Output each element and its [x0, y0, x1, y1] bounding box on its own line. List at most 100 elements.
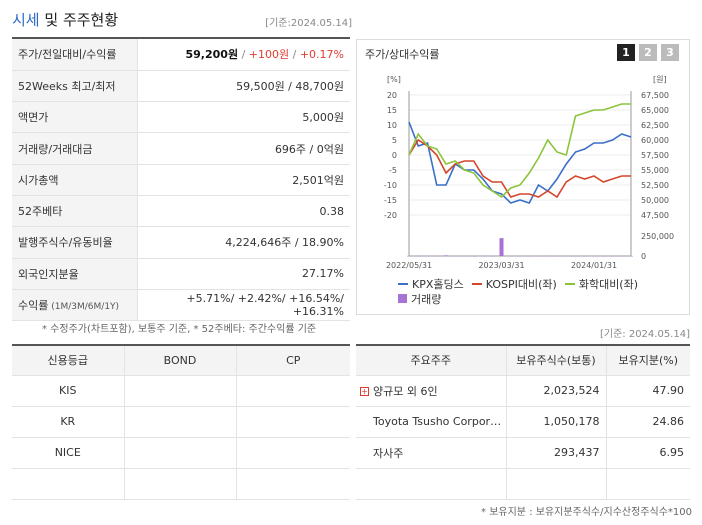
bond-cell	[124, 406, 237, 438]
right-tick-label: 60,000	[641, 136, 669, 145]
series-line	[408, 121, 632, 204]
holder-pct: 24.86	[606, 406, 690, 438]
empty-cell	[506, 468, 607, 500]
section-header: 시세 및 주주현황 [기준:2024.05.14]	[12, 8, 352, 32]
volume-bar	[416, 255, 421, 257]
stats-label: 주가/전일대비/수익률	[12, 39, 138, 71]
left-tick-label: -15	[384, 196, 397, 205]
column-header: BOND	[124, 345, 237, 376]
volume-bar	[536, 255, 541, 257]
volume-bar	[573, 255, 578, 257]
header-divider	[12, 37, 350, 39]
legend-label: KOSPI대비(좌)	[485, 277, 557, 291]
column-header: 보유지분(%)	[606, 345, 690, 376]
agency-cell	[12, 468, 125, 500]
chart-page-2-button[interactable]: 2	[639, 44, 657, 61]
legend-label: 화학대비(좌)	[578, 277, 639, 291]
holder-name-cell: + 양규모 외 6인	[356, 375, 507, 407]
right-axis-unit: [원]	[653, 75, 667, 84]
volume-bar	[453, 255, 458, 257]
price-stats-table: 주가/전일대비/수익률 59,200원 / +100원 / +0.17% 52W…	[12, 39, 350, 322]
table-row: + 양규모 외 6인 2,023,524 47.90	[356, 375, 690, 407]
separator: /	[238, 48, 249, 62]
left-tick-label: 5	[392, 136, 397, 145]
right-tick-label: 52,500	[641, 181, 669, 190]
expand-icon[interactable]: +	[360, 387, 369, 396]
table-row: KR	[12, 406, 350, 438]
series-line	[408, 103, 631, 199]
chart-title: 주가/상대수익률	[365, 48, 440, 61]
returns-value: +5.71%/ +2.42%/ +16.54%/ +16.31%	[137, 289, 350, 322]
holder-pct: 47.90	[606, 375, 690, 407]
chart-page-3-button[interactable]: 3	[661, 44, 679, 61]
reference-date-2: [기준: 2024.05.14]	[599, 329, 690, 340]
legend-label: 거래량	[411, 292, 442, 306]
cp-cell	[236, 375, 350, 407]
holder-shares: 2,023,524	[506, 375, 607, 407]
stats-label: 52주베타	[12, 195, 138, 228]
cp-cell	[236, 437, 350, 469]
volume-bar	[527, 255, 532, 257]
right-tick-label: 57,500	[641, 151, 669, 160]
stats-row: 52주베타 0.38	[12, 195, 350, 228]
stats-row: 시가총액 2,501억원	[12, 164, 350, 196]
x-tick-label: 2022/05/31	[386, 261, 432, 270]
volume-bar	[555, 255, 559, 257]
right-tick-label: 50,000	[641, 196, 669, 205]
legend-swatch	[398, 294, 407, 303]
legend-row: KPX홀딩스 KOSPI대비(좌) 화학대비(좌)	[398, 276, 688, 291]
table-row: Toyota Tsusho Corpor… 1,050,178 24.86	[356, 406, 690, 438]
empty-cell	[606, 468, 690, 500]
reference-date: [기준:2024.05.14]	[265, 18, 352, 29]
stats-label: 수익률 (1M/3M/6M/1Y)	[12, 289, 138, 322]
stats-row: 52Weeks 최고/최저 59,500원 / 48,700원	[12, 70, 350, 103]
stats-row: 외국인지분율 27.17%	[12, 258, 350, 290]
stats-value: 2,501억원	[137, 164, 350, 196]
volume-bar	[619, 255, 624, 257]
legend-label: KPX홀딩스	[412, 277, 464, 291]
stats-row: 액면가 5,000원	[12, 101, 350, 134]
holder-name: 자사주	[356, 437, 507, 469]
agency-cell: KIS	[12, 375, 125, 407]
right-tick-label: 67,500	[641, 91, 669, 100]
left-tick-label: 20	[387, 91, 397, 100]
volume-bar	[490, 255, 495, 257]
legend-swatch	[471, 282, 482, 285]
price-chart: [%] [원] 20 67,500 15 65,000 10 62,500 5 60,000 0 57…	[384, 75, 674, 270]
stats-value: 5,000원	[137, 101, 350, 134]
volume-bar	[481, 255, 485, 257]
holder-shares: 1,050,178	[506, 406, 607, 438]
stats-value: 0.38	[137, 195, 350, 228]
holder-pct: 6.95	[606, 437, 690, 469]
title-rest: 및 주주현황	[39, 11, 119, 29]
right-tick-label: 62,500	[641, 121, 669, 130]
stats-row: 거래량/거래대금 696주 / 0억원	[12, 132, 350, 165]
volume-tick-label: 0	[641, 252, 646, 261]
x-tick-label: 2024/01/31	[571, 261, 617, 270]
table-row	[356, 468, 690, 500]
volume-bar	[434, 255, 439, 257]
empty-cell	[356, 468, 507, 500]
left-tick-label: -10	[384, 181, 397, 190]
price-change-rate: +0.17%	[299, 48, 344, 62]
column-header: 주요주주	[356, 345, 507, 376]
stats-value: 4,224,646주 / 18.90%	[137, 226, 350, 259]
chart-page-1-button[interactable]: 1	[617, 44, 635, 61]
title-accent: 시세	[12, 11, 40, 29]
stats-label: 액면가	[12, 101, 138, 134]
left-tick-label: -20	[384, 211, 397, 220]
volume-tick-label: 250,000	[641, 232, 674, 241]
stats-label: 외국인지분율	[12, 258, 138, 290]
credit-rating-table: 신용등급 BOND CP KIS KR NICE	[12, 344, 350, 500]
shareholders-table: 주요주주 보유주식수(보통) 보유지분(%) + 양규모 외 6인 2,023,5…	[356, 344, 690, 500]
stats-label: 52Weeks 최고/최저	[12, 70, 138, 103]
left-tick-label: -5	[389, 166, 397, 175]
table-row	[12, 468, 350, 500]
column-header: 보유주식수(보통)	[506, 345, 607, 376]
chart-panel: 주가/상대수익률 1 2 3 [%] [원] 20 67,500 15 65,000 10 6…	[356, 39, 690, 315]
right-tick-label: 65,000	[641, 106, 669, 115]
x-tick-label: 2023/03/31	[478, 261, 524, 270]
series-line	[408, 138, 631, 199]
table-row: NICE	[12, 437, 350, 469]
bond-cell	[124, 375, 237, 407]
